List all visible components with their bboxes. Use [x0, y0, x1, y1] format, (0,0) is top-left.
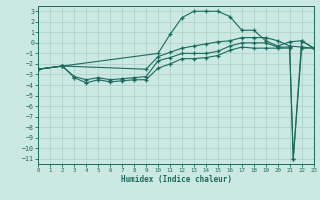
X-axis label: Humidex (Indice chaleur): Humidex (Indice chaleur) — [121, 175, 231, 184]
